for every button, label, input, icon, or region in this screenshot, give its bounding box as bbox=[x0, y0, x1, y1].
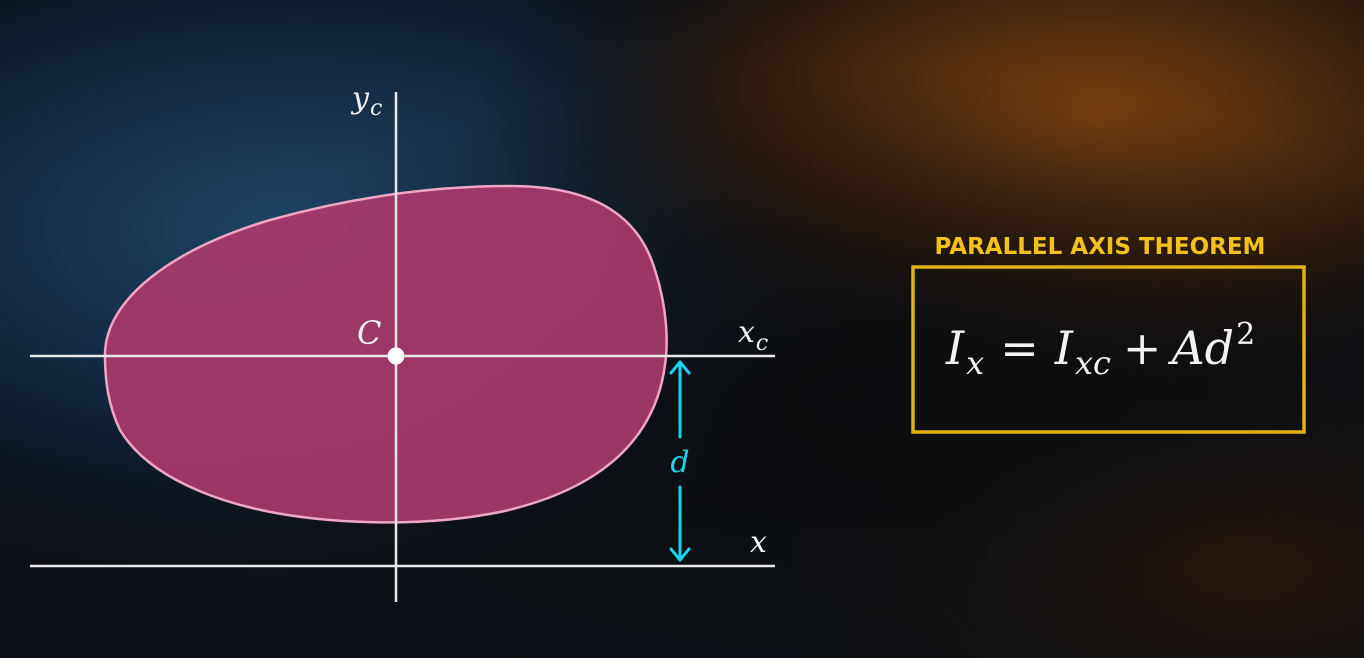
theorem-box bbox=[911, 265, 1306, 434]
eq-equals: = bbox=[1000, 321, 1039, 375]
distance-arrow bbox=[669, 360, 691, 562]
eq-term1-base: I bbox=[1054, 321, 1074, 375]
centroid-y-axis-label-base: y bbox=[350, 81, 370, 116]
centroid-y-axis-label-sub: c bbox=[370, 96, 382, 121]
centroid-x-axis-label-sub: c bbox=[756, 331, 768, 356]
theorem-equation: Ix = Ixc + Ad2 bbox=[945, 317, 1255, 382]
centroid-label: C bbox=[357, 314, 381, 352]
eq-term2-base: Ad bbox=[1167, 321, 1234, 375]
eq-lhs-base: I bbox=[945, 321, 965, 375]
theorem-title: PARALLEL AXIS THEOREM bbox=[935, 234, 1266, 260]
distance-label: d bbox=[670, 445, 689, 480]
area-shape bbox=[103, 184, 668, 524]
eq-term2-sup: 2 bbox=[1236, 317, 1255, 352]
reference-axis-label: x bbox=[750, 525, 767, 560]
centroid-y-axis-label: yc bbox=[350, 81, 382, 121]
eq-term1-sub: xc bbox=[1075, 344, 1111, 382]
centroid-point bbox=[387, 347, 405, 365]
eq-lhs-sub: x bbox=[966, 344, 984, 382]
centroid-x-axis-label-base: x bbox=[738, 315, 755, 350]
eq-plus: + bbox=[1123, 321, 1162, 375]
centroid-x-axis-label: xc bbox=[738, 315, 768, 356]
